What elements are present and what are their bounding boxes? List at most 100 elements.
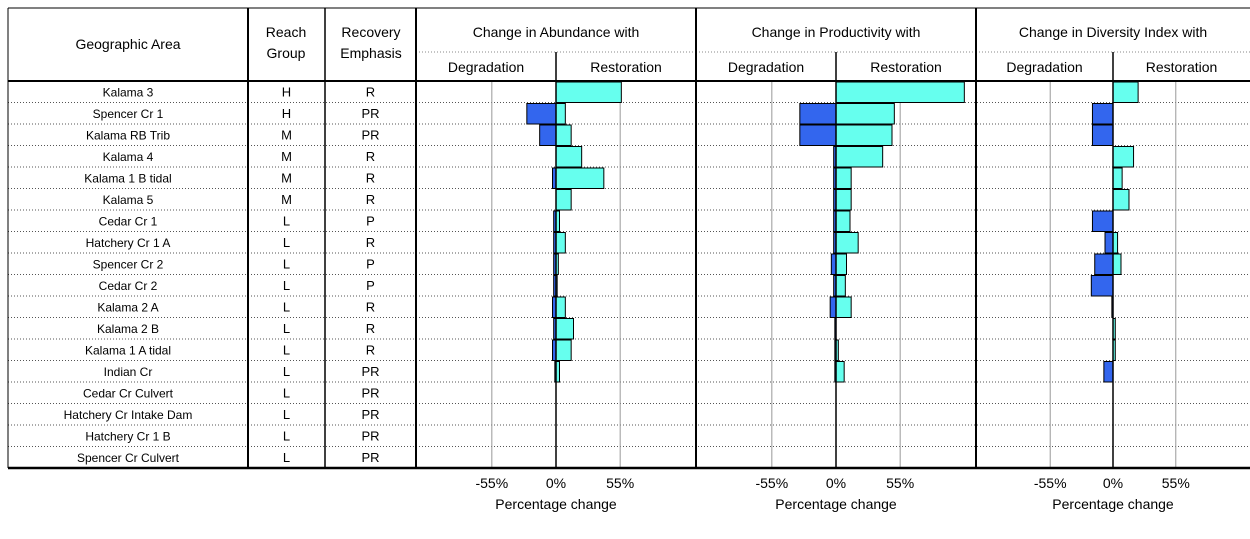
row-reach-group: L [283,450,290,465]
x-axis-label: Percentage change [1052,496,1174,512]
row-area-label: Cedar Cr 1 [99,214,158,228]
header-geographic-area: Geographic Area [75,36,180,52]
row-reach-group: M [281,127,292,142]
table-frame [7,7,1250,470]
tick-label: 0% [546,475,566,491]
bar-restoration [835,275,846,297]
chart-panel-1: Change in Abundance with Degradation Resto… [416,24,696,512]
bar-restoration [1112,146,1135,168]
row-recovery-emphasis: PR [361,127,379,142]
row-recovery-emphasis: R [366,149,375,164]
tick-label: -55% [475,475,508,491]
row-recovery-emphasis: R [366,235,375,250]
row-recovery-emphasis: PR [361,407,379,422]
bar-degradation [829,296,837,318]
row-reach-group: L [283,213,290,228]
bar-restoration [835,103,895,125]
header-reach-group-2: Group [267,45,306,61]
tick-label: 0% [1103,475,1123,491]
header-recovery-1: Recovery [341,24,400,40]
row-recovery-emphasis: R [366,192,375,207]
tick-label: 55% [606,475,634,491]
bar-restoration [555,318,574,340]
row-reach-group: M [281,192,292,207]
row-reach-group: L [283,235,290,250]
bar-restoration [835,146,884,168]
bar-degradation [1094,253,1114,275]
tick-label: 55% [886,475,914,491]
row-reach-group: L [283,364,290,379]
tick-label: 55% [1162,475,1190,491]
row-recovery-emphasis: PR [361,428,379,443]
bar-degradation [1104,232,1114,254]
restoration-label: Restoration [590,59,662,75]
row-area-label: Kalama 1 A tidal [85,343,171,357]
bar-degradation [1103,361,1114,383]
bar-restoration [1112,189,1130,211]
row-reach-group: L [283,299,290,314]
bar-degradation [1091,124,1114,146]
bar-restoration [555,146,583,168]
restoration-label: Restoration [1146,59,1218,75]
row-area-label: Spencer Cr 1 [93,107,164,121]
row-reach-group: M [281,170,292,185]
row-recovery-emphasis: P [366,256,375,271]
panel-title: Change in Diversity Index with [1019,24,1207,40]
degradation-label: Degradation [1006,59,1082,75]
degradation-label: Degradation [448,59,524,75]
chart-panel-2: Change in Productivity with Degradation Re… [696,24,976,512]
row-area-label: Spencer Cr Culvert [77,451,180,465]
row-recovery-emphasis: PR [361,106,379,121]
bar-restoration [835,232,859,254]
chart-panel-3: Change in Diversity Index with Degradatio… [976,24,1250,512]
bar-restoration [555,81,622,103]
bar-restoration [555,189,572,211]
row-reach-group: L [283,278,290,293]
bar-restoration [1112,81,1139,103]
bar-degradation [1091,210,1114,232]
bar-restoration [835,253,847,275]
row-reach-group: H [282,84,291,99]
degradation-label: Degradation [728,59,804,75]
row-area-label: Kalama 5 [103,193,154,207]
bar-restoration [555,124,572,146]
row-area-label: Spencer Cr 2 [93,257,164,271]
bar-restoration [835,189,852,211]
bar-degradation [1090,275,1114,297]
row-area-label: Kalama 1 B tidal [84,171,171,185]
bar-degradation [799,103,837,125]
row-reach-group: L [283,342,290,357]
row-reach-group: M [281,149,292,164]
bar-restoration [555,339,572,361]
row-recovery-emphasis: P [366,213,375,228]
bar-restoration [835,361,845,383]
row-reach-group: L [283,407,290,422]
bar-restoration [835,167,852,189]
bar-restoration [555,296,566,318]
row-reach-group: L [283,385,290,400]
row-recovery-emphasis: PR [361,385,379,400]
bar-degradation [526,103,557,125]
row-area-label: Kalama 2 B [97,322,159,336]
bar-restoration [555,167,605,189]
row-area-label: Cedar Cr 2 [99,279,158,293]
row-area-label: Hatchery Cr Intake Dam [64,408,193,422]
bar-restoration [835,210,851,232]
row-reach-group: L [283,428,290,443]
bar-restoration [835,296,852,318]
tick-label: 0% [826,475,846,491]
row-reach-group: L [283,256,290,271]
row-recovery-emphasis: R [366,170,375,185]
bar-restoration [835,81,965,103]
row-area-label: Indian Cr [104,365,153,379]
tick-label: -55% [1034,475,1067,491]
x-axis-label: Percentage change [775,496,897,512]
row-area-label: Kalama 4 [103,150,154,164]
row-area-label: Kalama 2 A [97,300,158,314]
tick-label: -55% [755,475,788,491]
panel-title: Change in Abundance with [473,24,640,40]
